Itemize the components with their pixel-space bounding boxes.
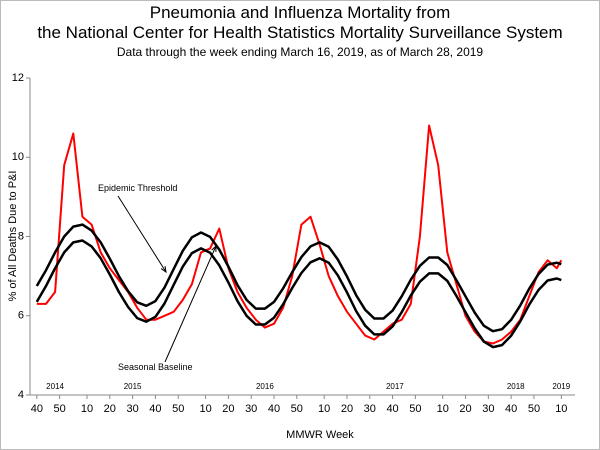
annotation-arrow bbox=[117, 195, 167, 273]
y-tick-label: 12 bbox=[12, 72, 24, 84]
annotation-arrow bbox=[164, 245, 217, 363]
series-line bbox=[35, 223, 562, 333]
x-tick-label: 30 bbox=[126, 403, 138, 415]
x-tick-label: 10 bbox=[437, 403, 449, 415]
x-tick-label: 30 bbox=[482, 403, 494, 415]
y-tick-label: 8 bbox=[18, 230, 24, 242]
x-tick-label: 20 bbox=[104, 403, 116, 415]
x-tick-label: 10 bbox=[81, 403, 93, 415]
x-tick-label: 40 bbox=[31, 403, 43, 415]
arrow-head bbox=[160, 265, 167, 274]
y-tick-label: 10 bbox=[12, 151, 24, 163]
year-label: 2014 bbox=[46, 382, 64, 391]
x-tick-label: 30 bbox=[364, 403, 376, 415]
year-label: 2019 bbox=[552, 382, 570, 391]
series-line bbox=[35, 239, 562, 349]
y-axis-label: % of All Deaths Due to P&I bbox=[7, 171, 19, 302]
x-axis-label: MMWR Week bbox=[286, 429, 354, 441]
x-tick-label: 40 bbox=[505, 403, 517, 415]
x-tick-label: 10 bbox=[199, 403, 211, 415]
x-tick-label: 10 bbox=[555, 403, 567, 415]
x-tick-label: 40 bbox=[268, 403, 280, 415]
y-tick-label: 4 bbox=[18, 389, 24, 401]
y-tick-label: 6 bbox=[18, 310, 24, 322]
x-tick-label: 40 bbox=[386, 403, 398, 415]
arrow-head bbox=[211, 244, 217, 253]
year-label: 2018 bbox=[507, 382, 525, 391]
chart-subtitle: Data through the week ending March 16, 2… bbox=[117, 45, 484, 59]
annotation: Seasonal Baseline bbox=[118, 362, 193, 372]
x-tick-label: 20 bbox=[341, 403, 353, 415]
x-tick-label: 30 bbox=[245, 403, 257, 415]
x-tick-label: 40 bbox=[149, 403, 161, 415]
chart-title: Pneumonia and Influenza Mortality from bbox=[150, 3, 451, 22]
x-tick-label: 50 bbox=[172, 403, 184, 415]
x-tick-label: 10 bbox=[318, 403, 330, 415]
year-label: 2017 bbox=[386, 382, 404, 391]
annotation: Epidemic Threshold bbox=[98, 183, 177, 193]
x-tick-label: 50 bbox=[409, 403, 421, 415]
x-tick-label: 20 bbox=[459, 403, 471, 415]
chart-title: the National Center for Health Statistic… bbox=[37, 23, 562, 42]
x-tick-label: 20 bbox=[222, 403, 234, 415]
year-label: 2016 bbox=[256, 382, 274, 391]
x-tick-label: 50 bbox=[528, 403, 540, 415]
x-tick-label: 50 bbox=[54, 403, 66, 415]
x-tick-label: 50 bbox=[291, 403, 303, 415]
year-label: 2015 bbox=[124, 382, 142, 391]
